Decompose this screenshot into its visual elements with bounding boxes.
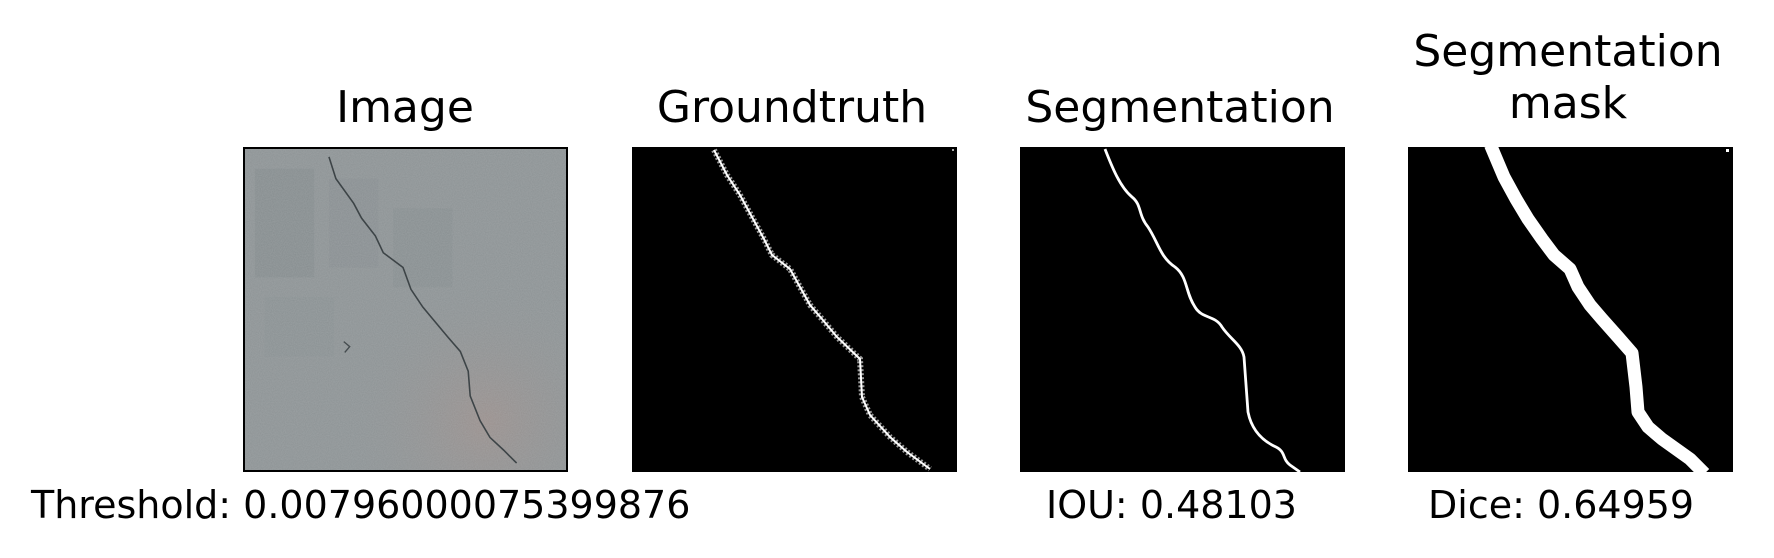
threshold-caption: Threshold: 0.00796000075399876 — [31, 483, 691, 527]
segmentation-panel — [1020, 147, 1345, 472]
groundtruth-title: Groundtruth — [656, 82, 928, 133]
segmentation-mask — [1408, 147, 1733, 472]
groundtruth-mask — [632, 147, 957, 472]
concrete-image — [245, 149, 566, 470]
iou-caption: IOU: 0.48103 — [1046, 483, 1297, 527]
crack-line — [328, 156, 518, 464]
groundtruth-panel — [632, 147, 957, 472]
image-title: Image — [336, 82, 474, 133]
concrete-image-panel — [243, 147, 568, 472]
segmentation-mask-panel — [1408, 147, 1733, 472]
segmentation-title: Segmentation — [1025, 82, 1335, 133]
segmentation-output — [1020, 147, 1345, 472]
segmentation-mask-title: Segmentation mask — [1413, 26, 1723, 129]
dice-caption: Dice: 0.64959 — [1428, 483, 1695, 527]
